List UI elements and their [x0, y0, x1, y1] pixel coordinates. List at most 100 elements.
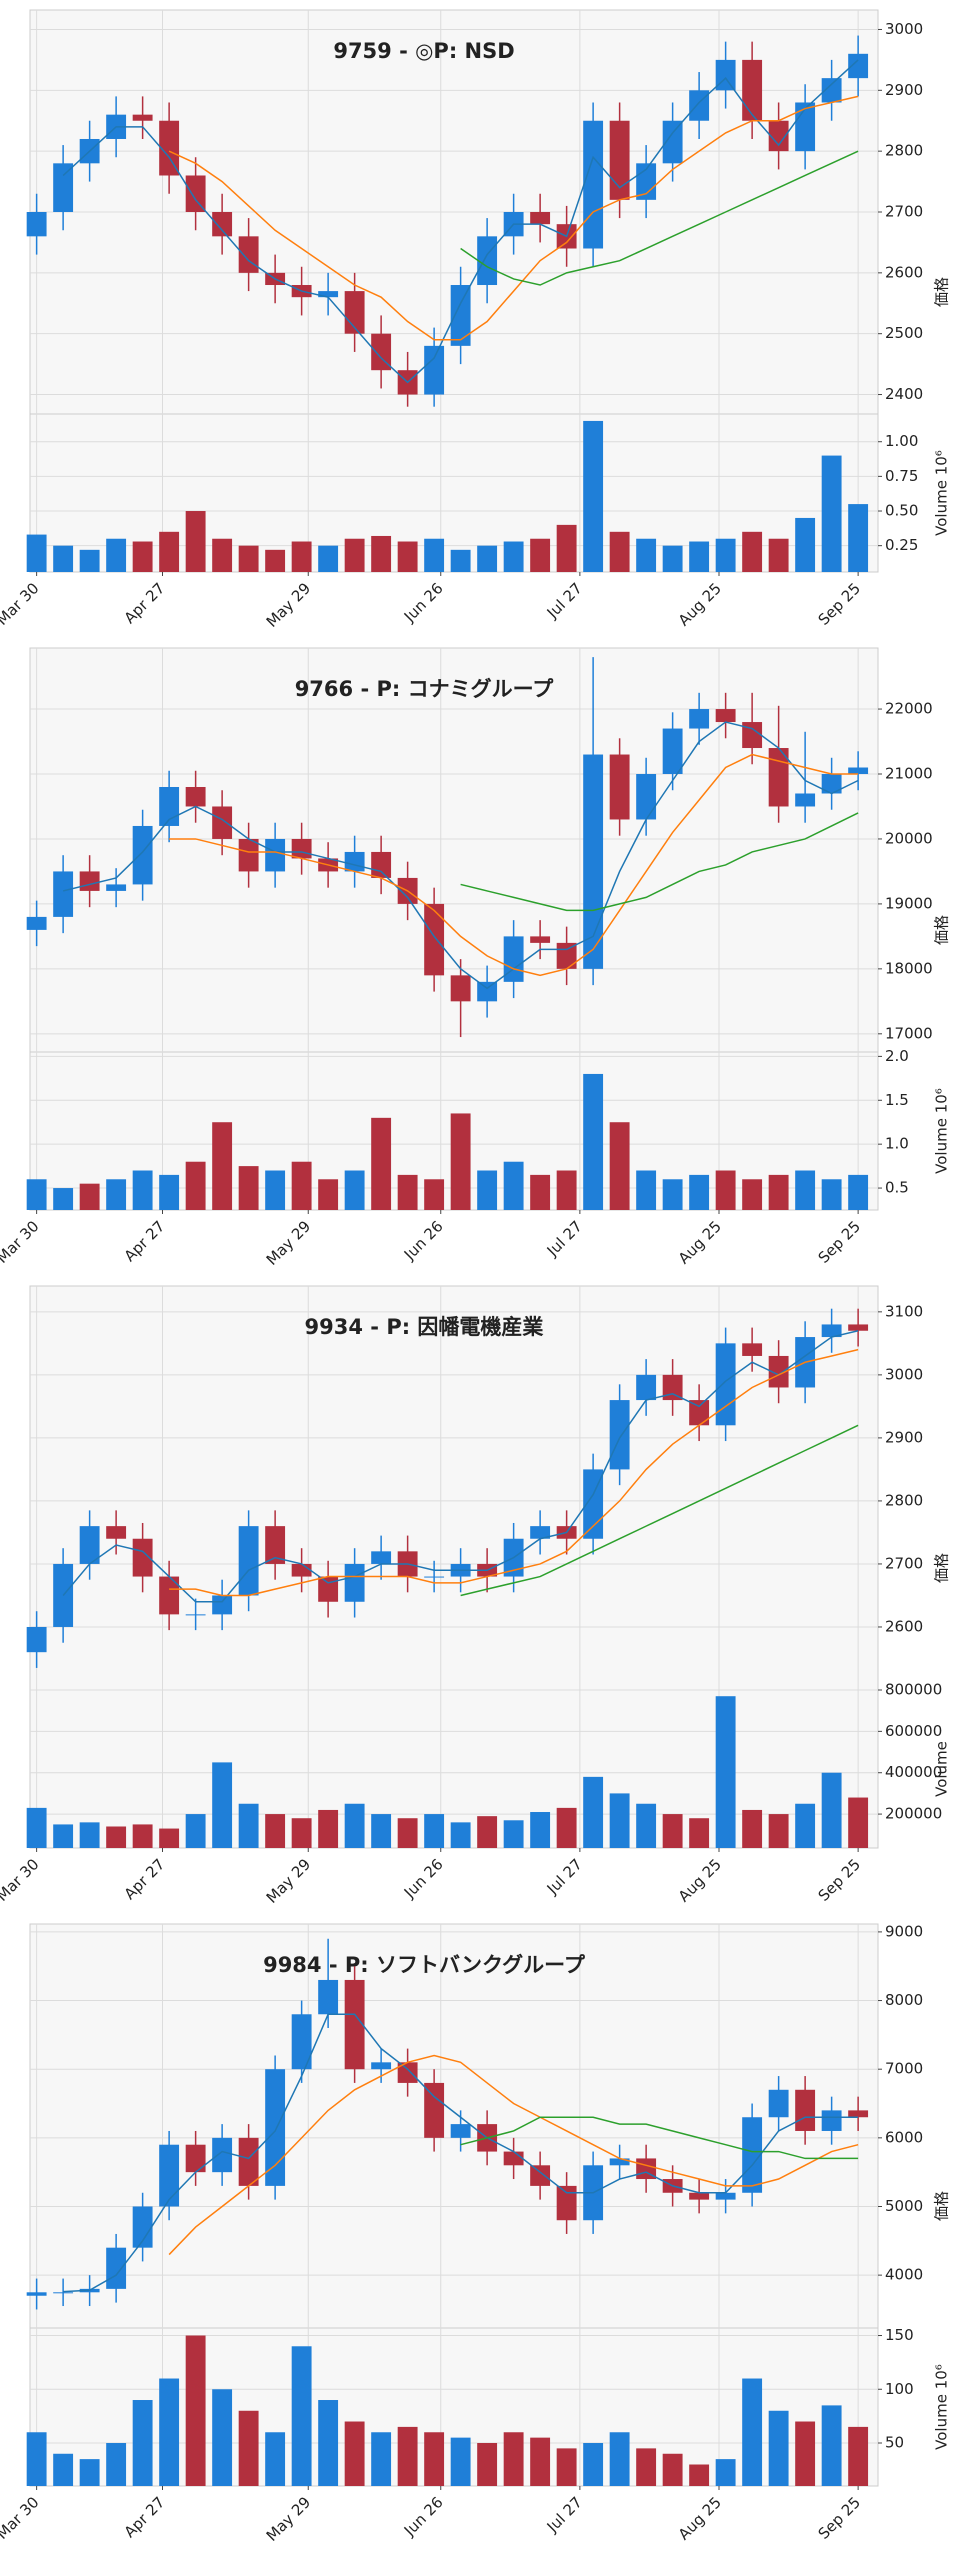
candle-body: [689, 2192, 710, 2200]
candle-body: [238, 2137, 259, 2186]
volume-bar: [238, 1166, 259, 1210]
volume-bar: [715, 538, 736, 572]
y-tick-label: 5000: [885, 2197, 923, 2215]
candle-body: [530, 2165, 551, 2186]
volume-bar: [185, 1161, 206, 1210]
volume-bar: [371, 1814, 392, 1848]
volume-bar: [344, 538, 365, 572]
moving-average-line: [168, 2054, 859, 2256]
candle-body: [742, 2117, 763, 2193]
volume-bar: [132, 2400, 153, 2486]
candle-body: [371, 851, 392, 878]
candle-body: [185, 1614, 206, 1616]
candle-body: [291, 838, 312, 859]
candle-body: [79, 871, 100, 891]
candle-body: [291, 2014, 312, 2070]
moving-average-line: [460, 2116, 859, 2160]
candle-body: [450, 285, 471, 346]
chart: 2400 2500 2600 2700 2800 2900 3000 0.25 0.50 0.75…: [0, 9, 951, 631]
candle-body: [185, 786, 206, 807]
candle-body: [821, 774, 842, 794]
volume-bar: [397, 1174, 418, 1210]
volume-bar: [291, 1161, 312, 1210]
volume-bar: [715, 1170, 736, 1210]
volume-bar: [79, 549, 100, 572]
candle-body: [132, 825, 153, 885]
volume-bar: [556, 2448, 577, 2486]
volume-tick-label: 600000: [885, 1722, 942, 1740]
volume-bar: [238, 1803, 259, 1848]
volume-bar: [318, 1809, 339, 1848]
volume-bar: [848, 1797, 869, 1848]
volume-bar: [26, 1807, 47, 1848]
volume-bar: [768, 1814, 789, 1848]
volume-bar: [530, 1174, 551, 1210]
x-tick-label: Jun 26: [400, 579, 447, 626]
candle-body: [583, 120, 604, 249]
candle-body: [848, 53, 869, 79]
volume-bar: [106, 1179, 127, 1210]
volume-axis-label: Volume 10⁶: [933, 450, 951, 536]
volume-bar: [795, 517, 816, 572]
volume-bar: [715, 1696, 736, 1848]
candle-body: [26, 2292, 47, 2296]
volume-tick-label: 0.50: [885, 502, 918, 520]
y-tick-label: 19000: [885, 894, 933, 912]
candle-body: [424, 1576, 445, 1578]
volume-bar: [848, 504, 869, 572]
volume-bar: [265, 1170, 286, 1210]
volume-bar: [503, 541, 524, 572]
x-tick-label: Apr 27: [121, 579, 169, 627]
chart: 4000 5000 6000 7000 8000 9000 50 100 150 Mar 30 Ap…: [0, 1922, 951, 2544]
volume-bar: [371, 1117, 392, 1210]
volume-bar: [583, 1776, 604, 1848]
volume-bar: [318, 545, 339, 572]
x-tick-label: Jun 26: [400, 1217, 447, 1264]
volume-bar: [424, 2432, 445, 2486]
y-axis-label: 価格: [933, 915, 951, 945]
volume-bar: [265, 549, 286, 572]
volume-bar: [344, 1170, 365, 1210]
volume-bar: [318, 2400, 339, 2486]
x-tick-label: Jul 27: [543, 1217, 586, 1260]
y-tick-label: 2900: [885, 81, 923, 99]
volume-bar: [291, 541, 312, 572]
candle-body: [795, 793, 816, 807]
candle-body: [821, 1324, 842, 1338]
candle-body: [159, 120, 180, 176]
volume-axis-label: Volume 10⁶: [933, 1088, 951, 1174]
candle-body: [821, 2110, 842, 2131]
volume-bar: [450, 1113, 471, 1210]
volume-bar: [318, 1179, 339, 1210]
volume-bar: [477, 1170, 498, 1210]
volume-bar: [583, 2443, 604, 2486]
x-tick-label: Aug 25: [675, 1855, 725, 1905]
y-tick-label: 20000: [885, 829, 933, 847]
volume-tick-label: 200000: [885, 1805, 942, 1823]
candle-body: [212, 2137, 233, 2173]
volume-bar: [609, 531, 630, 572]
candle-body: [318, 1576, 339, 1602]
y-tick-label: 17000: [885, 1024, 933, 1042]
candle-body: [106, 884, 127, 891]
y-tick-label: 9000: [885, 1922, 923, 1940]
volume-bar: [689, 1174, 710, 1210]
volume-bar: [450, 2437, 471, 2486]
x-tick-label: Apr 27: [121, 1855, 169, 1903]
candle-body: [715, 2192, 736, 2200]
x-tick-label: Mar 30: [0, 2493, 43, 2543]
volume-bar: [159, 531, 180, 572]
candle-body: [689, 1400, 710, 1426]
volume-bar: [291, 2346, 312, 2486]
volume-bar: [53, 1824, 74, 1848]
candle-body: [768, 1355, 789, 1388]
price-panel: [29, 1285, 879, 1691]
volume-bar: [768, 538, 789, 572]
y-tick-label: 2500: [885, 324, 923, 342]
volume-bar: [742, 1179, 763, 1210]
y-axis-label: 価格: [933, 2191, 951, 2221]
candle-body: [848, 2110, 869, 2118]
candle-body: [662, 728, 683, 775]
volume-tick-label: 0.75: [885, 467, 918, 485]
candle-body: [689, 709, 710, 729]
